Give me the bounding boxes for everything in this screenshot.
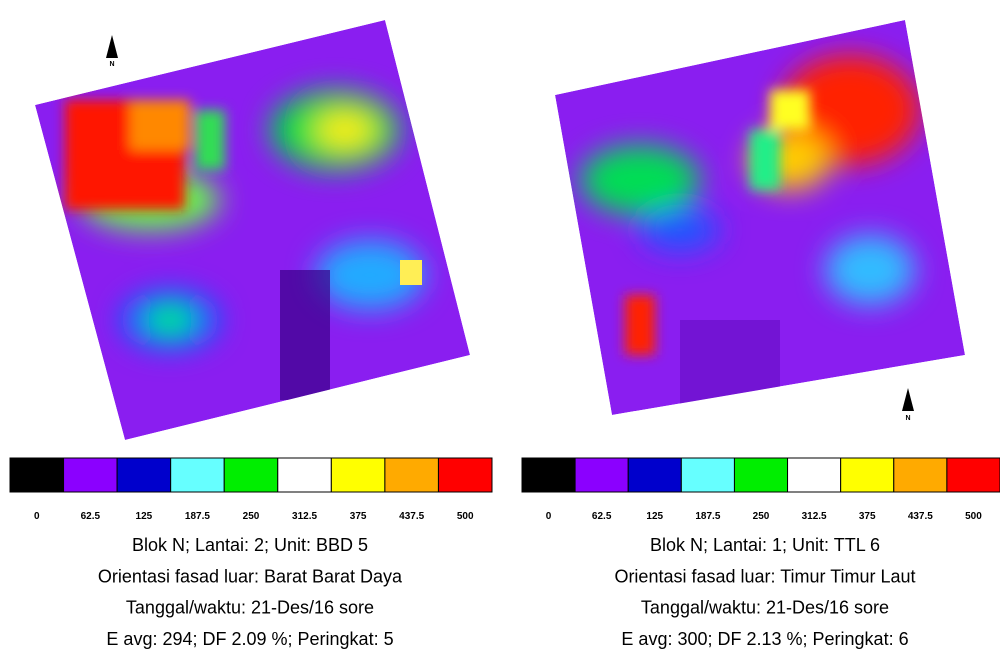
legend-label: 62.5: [81, 511, 101, 522]
legend-swatch: [628, 458, 681, 492]
legend-swatch: [575, 458, 628, 492]
caption-line: Orientasi fasad luar: Timur Timur Laut: [614, 566, 915, 586]
legend-swatch: [788, 458, 841, 492]
legend-label: 375: [350, 511, 367, 522]
north-label: N: [109, 61, 114, 68]
legend-swatch: [171, 458, 225, 492]
north-label: N: [905, 415, 910, 422]
legend-label: 375: [859, 511, 876, 522]
legend-label: 0: [546, 511, 552, 522]
legend-swatch: [10, 458, 64, 492]
legend-swatch: [947, 458, 1000, 492]
legend-label: 187.5: [185, 511, 210, 522]
north-arrow: [902, 388, 914, 411]
legend-label: 125: [646, 511, 663, 522]
north-arrow: [106, 35, 118, 58]
legend-swatch: [224, 458, 278, 492]
caption-line: Orientasi fasad luar: Barat Barat Daya: [98, 566, 403, 586]
legend-swatch: [331, 458, 385, 492]
figure: N N 0 62.5 125 187.5 250 312.5 375 437.5 500 Blok…: [0, 0, 1000, 655]
legend-swatch: [117, 458, 171, 492]
legend-label: 312.5: [802, 511, 827, 522]
legend-swatch: [278, 458, 332, 492]
caption-line: Tanggal/waktu: 21-Des/16 sore: [641, 598, 889, 618]
floor-plan-render: [35, 20, 470, 440]
legend-label: 500: [965, 511, 982, 522]
floor-plan-render: [555, 20, 965, 415]
legend-label: 187.5: [695, 511, 720, 522]
legend-swatch: [385, 458, 439, 492]
legend-label: 437.5: [908, 511, 933, 522]
legend-label: 312.5: [292, 511, 317, 522]
caption-line: Blok N; Lantai: 1; Unit: TTL 6: [650, 535, 880, 555]
legend-swatch: [64, 458, 118, 492]
legend-swatch: [841, 458, 894, 492]
legend-label: 125: [136, 511, 153, 522]
legend-label: 437.5: [399, 511, 424, 522]
caption-line: Blok N; Lantai: 2; Unit: BBD 5: [132, 535, 368, 555]
legend-label: 500: [457, 511, 474, 522]
caption-line: E avg: 300; DF 2.13 %; Peringkat: 6: [621, 629, 908, 649]
caption-line: Tanggal/waktu: 21-Des/16 sore: [126, 598, 374, 618]
legend-swatch: [894, 458, 947, 492]
legend-label: 250: [243, 511, 260, 522]
caption-line: E avg: 294; DF 2.09 %; Peringkat: 5: [106, 629, 393, 649]
legend-swatch: [734, 458, 787, 492]
legend-label: 62.5: [592, 511, 612, 522]
legend-swatch: [681, 458, 734, 492]
legend-swatch: [438, 458, 492, 492]
legend-swatch: [522, 458, 575, 492]
page: {"panels": [ {"north_label": "N", "legen…: [0, 0, 1000, 655]
legend-label: 0: [34, 511, 40, 522]
legend-label: 250: [753, 511, 770, 522]
